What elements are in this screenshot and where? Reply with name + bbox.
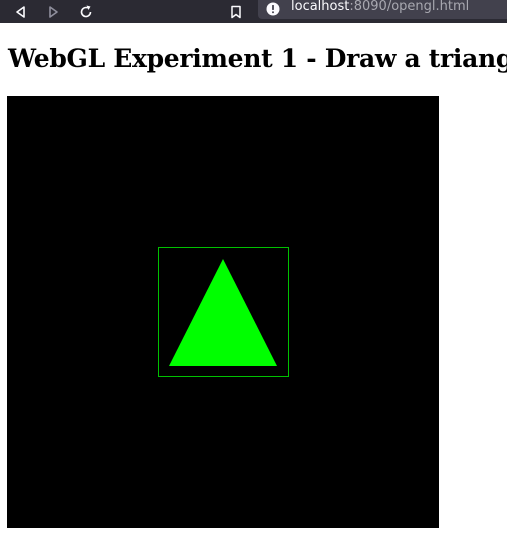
reload-icon [80,5,92,17]
back-arrow-icon [16,5,25,18]
canvas-drawing [158,247,289,377]
forward-button[interactable] [42,0,64,23]
url-path: :8090/opengl.html [349,0,470,14]
bookmark-button[interactable] [225,0,247,23]
forward-arrow-icon [49,5,58,18]
triangle-bounding-box [158,247,289,377]
green-triangle [169,259,277,366]
bookmark-icon [231,5,241,18]
webgl-canvas[interactable] [7,96,439,528]
address-bar[interactable]: localhost:8090/opengl.html [258,0,507,19]
site-info-icon[interactable] [266,2,280,16]
browser-toolbar: localhost:8090/opengl.html [0,0,507,23]
url-text[interactable]: localhost:8090/opengl.html [291,0,469,15]
reload-button[interactable] [74,0,98,23]
back-button[interactable] [10,0,32,23]
url-host: localhost [291,0,350,14]
page-title: WebGL Experiment 1 - Draw a triangle [8,44,507,73]
